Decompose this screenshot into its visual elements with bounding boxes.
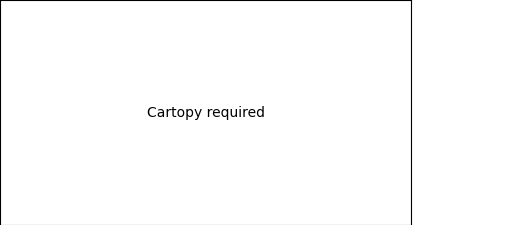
Text: Cartopy required: Cartopy required <box>146 106 265 119</box>
